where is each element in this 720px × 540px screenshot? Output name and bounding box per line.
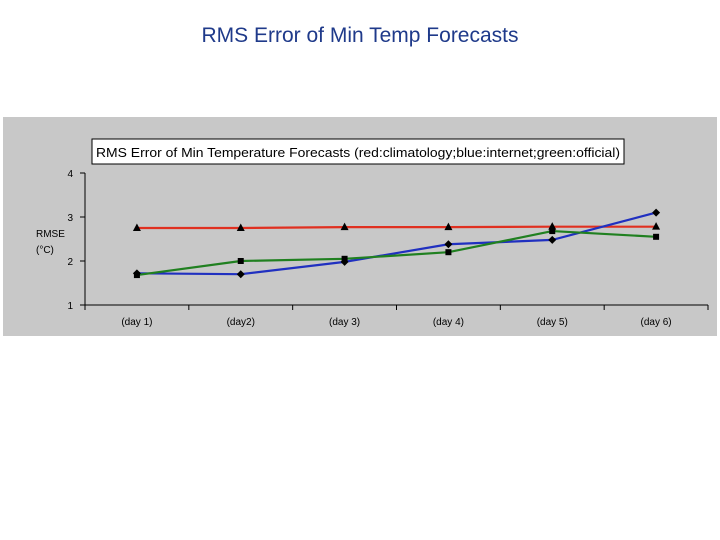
- data-point-triangle: [132, 223, 141, 231]
- chart-series: [132, 208, 661, 279]
- chart-labels: RMS Error of Min Temperature Forecasts (…: [36, 138, 672, 328]
- data-point-diamond: [444, 240, 453, 249]
- y-tick-label: 1: [67, 301, 73, 312]
- data-point-diamond: [548, 235, 557, 244]
- y-axis-label: RMSE: [36, 229, 65, 240]
- data-point-triangle: [444, 222, 453, 231]
- data-point-square: [341, 255, 348, 262]
- y-tick-label: 4: [67, 169, 73, 180]
- series-line-square: [136, 229, 657, 277]
- chart-title-box: [91, 138, 625, 165]
- x-tick-label: (day 6): [641, 317, 672, 328]
- y-axis-label: (°C): [36, 245, 54, 256]
- y-tick-label: 3: [67, 213, 73, 224]
- x-tick-label: (day2): [227, 317, 255, 328]
- data-point-diamond: [652, 208, 661, 217]
- x-tick-label: (day 1): [121, 317, 152, 328]
- x-tick-label: (day 5): [537, 317, 568, 328]
- data-point-square: [653, 233, 660, 240]
- x-tick-label: (day 4): [433, 317, 464, 328]
- data-point-triangle: [236, 223, 245, 231]
- data-point-square: [549, 228, 556, 235]
- data-point-triangle: [548, 222, 557, 230]
- x-tick-label: (day 3): [329, 317, 360, 328]
- data-point-square: [445, 249, 452, 256]
- data-point-square: [237, 258, 244, 264]
- data-point-triangle: [652, 222, 661, 230]
- data-point-diamond: [236, 270, 245, 279]
- data-point-square: [133, 272, 140, 279]
- series-line-triangle: [136, 225, 657, 230]
- data-point-triangle: [340, 222, 349, 231]
- chart-axes: [80, 172, 709, 310]
- series-line-diamond: [136, 211, 657, 276]
- y-tick-label: 2: [67, 257, 73, 268]
- chart-title: RMS Error of Min Temperature Forecasts (…: [96, 145, 620, 160]
- slide-title: RMS Error of Min Temp Forecasts: [201, 24, 519, 47]
